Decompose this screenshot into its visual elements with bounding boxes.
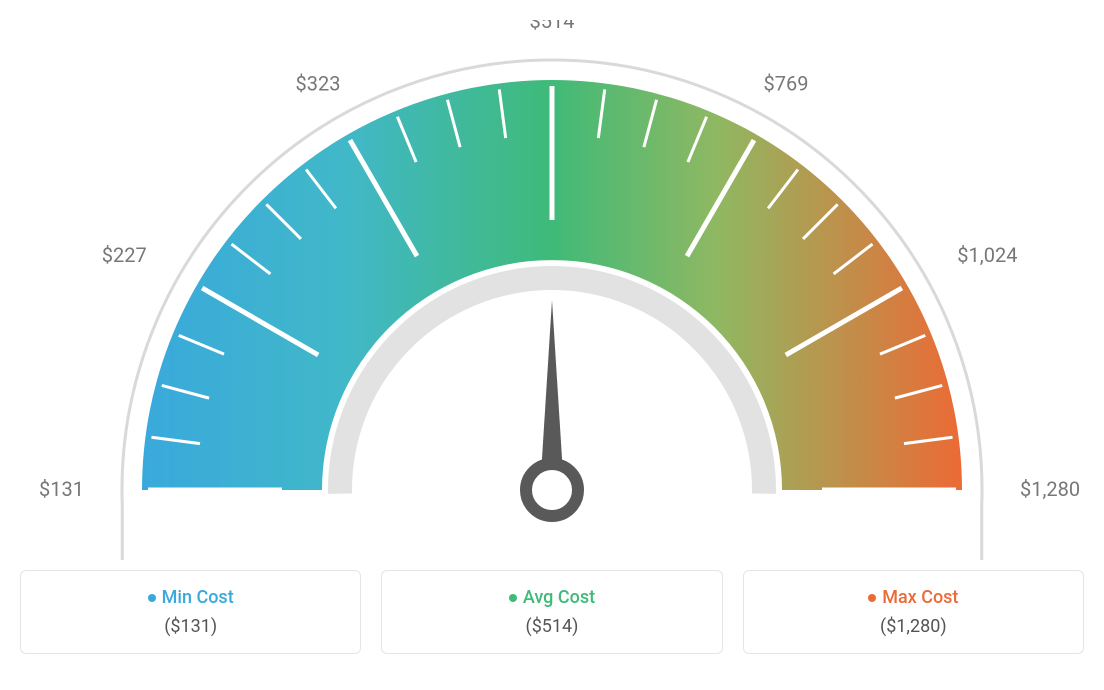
gauge-tick-label: $227: [102, 243, 147, 267]
gauge-tick-label: $323: [296, 72, 341, 96]
legend-max-title-text: Max Cost: [882, 587, 958, 608]
legend-max-value: ($1,280): [764, 616, 1063, 637]
legend-dot-avg: [509, 594, 517, 602]
cost-gauge-container: $131 $227 $323 $514 $769 $1,024 $1,280 Min Cos…: [20, 20, 1084, 654]
legend-row: Min Cost ($131) Avg Cost ($514) Max Cost…: [20, 570, 1084, 654]
legend-min-title: Min Cost: [41, 587, 340, 608]
gauge-tick-label: $769: [764, 72, 809, 96]
legend-avg-title-text: Avg Cost: [523, 587, 595, 608]
gauge-tick-label: $514: [530, 20, 575, 33]
gauge-tick-label: $1,280: [1020, 477, 1080, 501]
legend-avg-value: ($514): [402, 616, 701, 637]
gauge-chart: $131 $227 $323 $514 $769 $1,024 $1,280: [20, 20, 1084, 560]
gauge-tick-label: $1,024: [957, 243, 1017, 267]
legend-dot-min: [148, 594, 156, 602]
legend-card-avg: Avg Cost ($514): [381, 570, 722, 654]
gauge-needle-hub: [526, 464, 578, 516]
legend-min-title-text: Min Cost: [162, 587, 234, 608]
legend-card-max: Max Cost ($1,280): [743, 570, 1084, 654]
legend-avg-title: Avg Cost: [402, 587, 701, 608]
legend-max-title: Max Cost: [764, 587, 1063, 608]
legend-min-value: ($131): [41, 616, 340, 637]
gauge-svg: $131 $227 $323 $514 $769 $1,024 $1,280: [20, 20, 1084, 560]
legend-dot-max: [868, 594, 876, 602]
legend-card-min: Min Cost ($131): [20, 570, 361, 654]
gauge-tick-label: $131: [39, 477, 84, 501]
